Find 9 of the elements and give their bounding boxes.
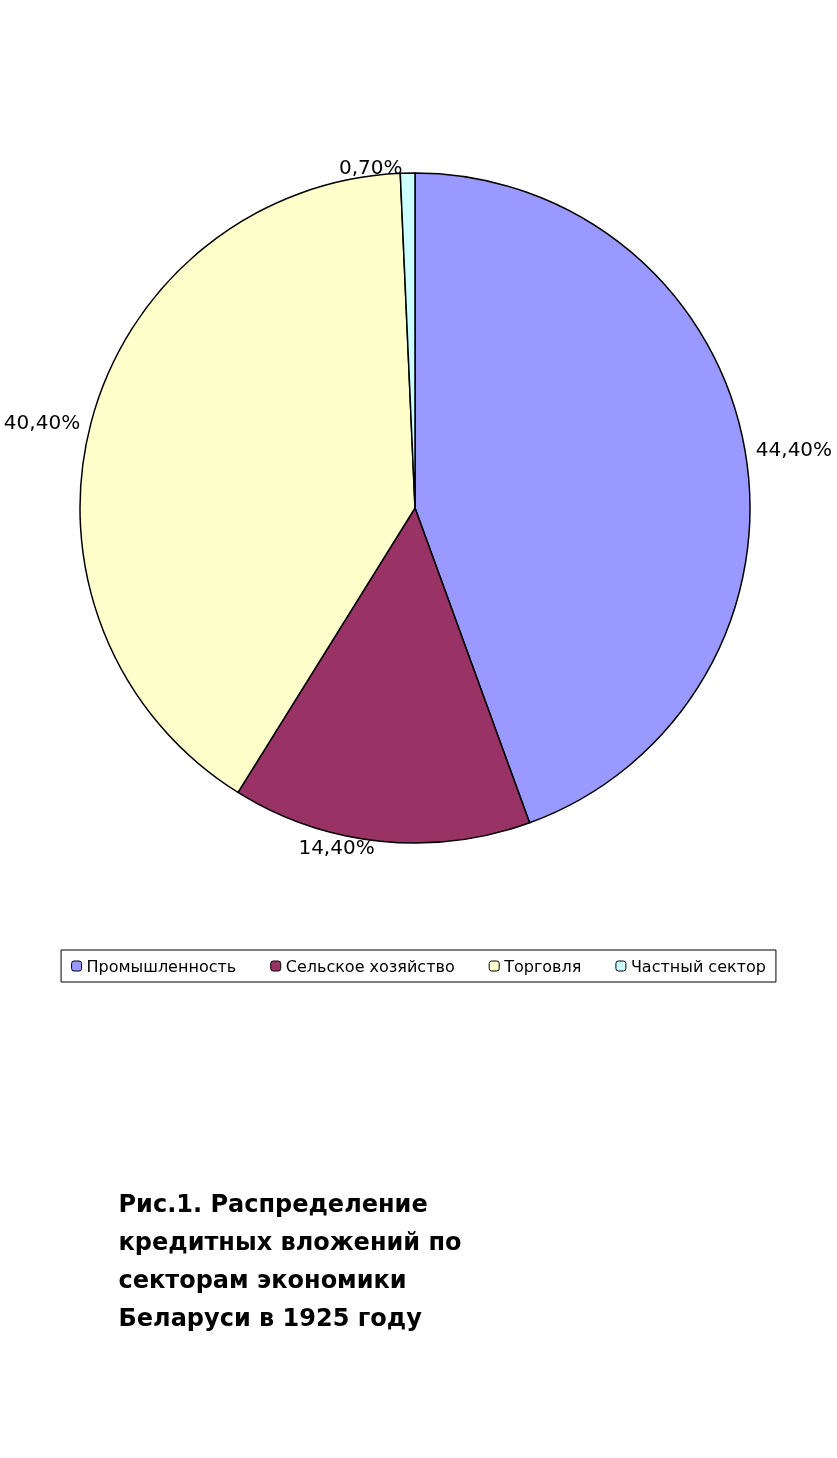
legend-label: Сельское хозяйство <box>285 956 455 976</box>
data-label: 40,40% <box>3 409 81 434</box>
text: Рис.1. Распределение кредитных вложений по секторам экономики Беларуси в 1925 году <box>118 1190 470 1332</box>
data-label: 0,70% <box>338 155 403 180</box>
data-label: 14,40% <box>298 835 375 860</box>
legend-label: Промышленность <box>86 956 237 976</box>
legend-label: Торговля <box>503 956 582 976</box>
legend-label: Частный сектор <box>630 956 766 976</box>
data-label: 44,40% <box>755 436 833 461</box>
